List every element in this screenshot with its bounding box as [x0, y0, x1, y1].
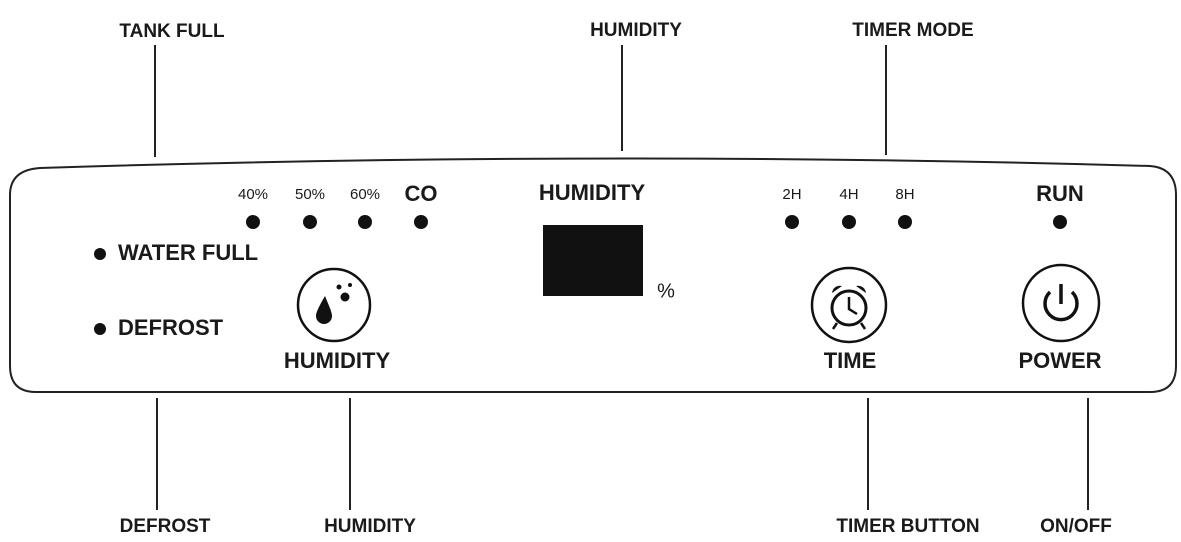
level-label: 60% [350, 186, 380, 203]
panel-outline [9, 157, 1177, 393]
level-label: 50% [295, 186, 325, 203]
power-button[interactable] [1021, 263, 1101, 343]
callout: TIMER BUTTON [836, 516, 979, 537]
display-screen [543, 225, 643, 296]
button-label: TIME [824, 348, 877, 373]
callout: TIMER MODE [852, 20, 973, 41]
timer-label: 4H [839, 186, 858, 203]
display-title: HUMIDITY [539, 180, 646, 205]
time-button[interactable] [810, 266, 888, 344]
level-label: 40% [238, 186, 268, 203]
status-label: DEFROST [118, 315, 224, 340]
button-label: POWER [1018, 348, 1101, 373]
callout: TANK FULL [119, 21, 225, 42]
callout: ON/OFF [1040, 516, 1112, 537]
indicator-dots [94, 215, 1067, 335]
status-label: WATER FULL [118, 240, 258, 265]
run-label: RUN [1036, 181, 1084, 206]
callout: HUMIDITY [590, 20, 682, 41]
timer-label: 2H [782, 186, 801, 203]
callout: DEFROST [120, 516, 211, 537]
callout: HUMIDITY [324, 516, 416, 537]
button-label: HUMIDITY [284, 348, 391, 373]
level-label: CO [405, 181, 438, 206]
timer-label: 8H [895, 186, 914, 203]
display-unit: % [657, 280, 675, 302]
humidity-button[interactable] [296, 267, 372, 343]
